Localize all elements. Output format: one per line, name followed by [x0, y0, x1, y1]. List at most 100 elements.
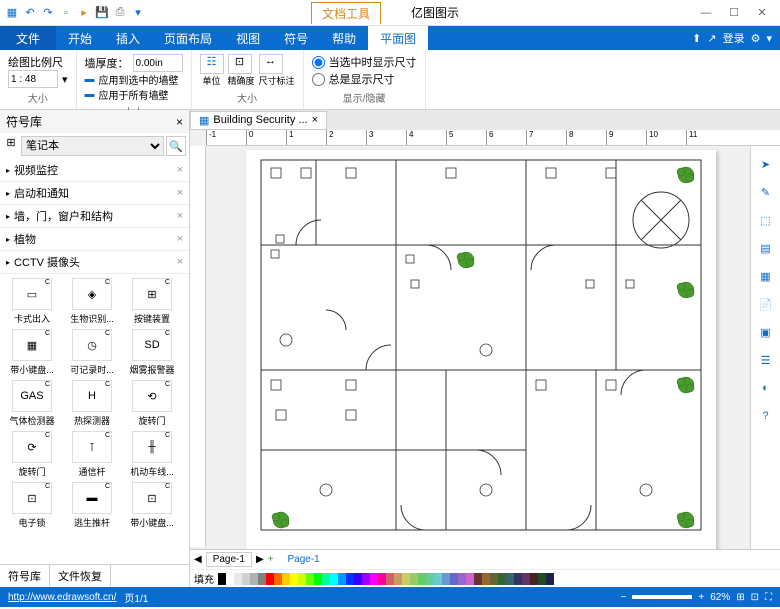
color-swatch[interactable]	[346, 573, 354, 585]
show-sel-radio[interactable]	[312, 56, 325, 69]
undo-icon[interactable]: ↶	[22, 5, 38, 21]
expand-icon[interactable]: ⊞	[3, 136, 19, 156]
color-swatch[interactable]	[538, 573, 546, 585]
scale-input[interactable]	[8, 70, 58, 88]
shape-item[interactable]: ⊺C通信杆	[64, 431, 120, 478]
help-icon[interactable]: ▾	[766, 32, 772, 45]
color-swatch[interactable]	[338, 573, 346, 585]
color-swatch[interactable]	[314, 573, 322, 585]
category-item[interactable]: ▸启动和通知×	[0, 182, 189, 205]
menu-view[interactable]: 视图	[224, 26, 272, 50]
category-item[interactable]: ▸视频监控×	[0, 159, 189, 182]
color-swatch[interactable]	[362, 573, 370, 585]
color-swatch[interactable]	[466, 573, 474, 585]
color-swatch[interactable]	[490, 573, 498, 585]
minimize-icon[interactable]: —	[696, 5, 716, 21]
shape-item[interactable]: ╫C机动车线...	[124, 431, 180, 478]
color-swatch[interactable]	[498, 573, 506, 585]
color-swatch[interactable]	[394, 573, 402, 585]
help2-icon[interactable]: ?	[756, 406, 776, 426]
page-prev-icon[interactable]: ◀	[194, 554, 202, 565]
grid-icon[interactable]: ▦	[756, 266, 776, 286]
zoom-in-icon[interactable]: +	[698, 592, 704, 603]
menu-help[interactable]: 帮助	[320, 26, 368, 50]
close-icon[interactable]: ✕	[752, 5, 772, 21]
color-swatch[interactable]	[458, 573, 466, 585]
category-item[interactable]: ▸墙，门，窗户和结构×	[0, 205, 189, 228]
color-swatch[interactable]	[370, 573, 378, 585]
shape-item[interactable]: GASC气体检测器	[4, 380, 60, 427]
color-swatch[interactable]	[218, 573, 226, 585]
sidebar-tab-lib[interactable]: 符号库	[0, 565, 50, 587]
sidebar-dropdown[interactable]: 笔记本	[21, 136, 164, 156]
shape-item[interactable]: ▭C卡式出入	[4, 278, 60, 325]
color-swatch[interactable]	[410, 573, 418, 585]
layers-icon[interactable]: ☰	[756, 350, 776, 370]
color-swatch[interactable]	[290, 573, 298, 585]
search-icon[interactable]: 🔍	[166, 136, 186, 156]
zoom-out-icon[interactable]: −	[621, 592, 627, 603]
wall-thick-input[interactable]	[133, 54, 183, 72]
category-item[interactable]: ▸CCTV 摄像头×	[0, 251, 189, 274]
redo-icon[interactable]: ↷	[40, 5, 56, 21]
precision-btn[interactable]: 精确度	[228, 76, 255, 86]
view-icon[interactable]: ⊞	[736, 592, 744, 603]
shape-item[interactable]: ⊡C带小键盘...	[124, 482, 180, 529]
shape-item[interactable]: ⊞C按键装置	[124, 278, 180, 325]
color-swatch[interactable]	[378, 573, 386, 585]
color-swatch[interactable]	[330, 573, 338, 585]
shape-item[interactable]: SDC烟雾报警器	[124, 329, 180, 376]
color-swatch[interactable]	[530, 573, 538, 585]
save-icon[interactable]: 💾	[94, 5, 110, 21]
shape-item[interactable]: ▦C带小键盘...	[4, 329, 60, 376]
shape-item[interactable]: ⟳C旋转门	[4, 431, 60, 478]
arrow-icon[interactable]: ➤	[756, 154, 776, 174]
canvas-page[interactable]	[246, 150, 716, 549]
format-icon[interactable]: ⬚	[756, 210, 776, 230]
color-swatch[interactable]	[234, 573, 242, 585]
color-swatch[interactable]	[322, 573, 330, 585]
new-icon[interactable]: ▫	[58, 5, 74, 21]
fullscreen-icon[interactable]: ⛶	[765, 592, 772, 603]
color-swatch[interactable]	[226, 573, 234, 585]
color-swatch[interactable]	[434, 573, 442, 585]
color-swatch[interactable]	[298, 573, 306, 585]
color-swatch[interactable]	[258, 573, 266, 585]
more-icon[interactable]: ▾	[130, 5, 146, 21]
wall-apply-sel[interactable]: 应用到选中的墙壁	[99, 72, 179, 87]
menu-symbol[interactable]: 符号	[272, 26, 320, 50]
color-swatch[interactable]	[266, 573, 274, 585]
tab-close-icon[interactable]: ×	[312, 114, 318, 126]
color-swatch[interactable]	[354, 573, 362, 585]
scale-spinner[interactable]: ▾	[62, 73, 68, 86]
zoom-slider[interactable]	[632, 595, 692, 599]
category-item[interactable]: ▸植物×	[0, 228, 189, 251]
wall-apply-all[interactable]: 应用于所有墙壁	[99, 87, 169, 102]
page-add-icon[interactable]: +	[268, 554, 274, 565]
color-swatch[interactable]	[514, 573, 522, 585]
login-link[interactable]: 登录	[723, 30, 745, 46]
share-icon[interactable]: ↗	[707, 32, 716, 45]
menu-layout[interactable]: 页面布局	[152, 26, 224, 50]
export-icon[interactable]: ⬆	[692, 32, 701, 45]
color-swatch[interactable]	[426, 573, 434, 585]
menu-plan[interactable]: 平面图	[368, 26, 428, 50]
page-tab[interactable]: Page-1	[206, 552, 252, 567]
fit-icon[interactable]: ⊡	[751, 592, 759, 603]
color-swatch[interactable]	[506, 573, 514, 585]
menu-file[interactable]: 文件	[0, 26, 56, 50]
color-swatch[interactable]	[242, 573, 250, 585]
theme-icon[interactable]: ◐	[756, 378, 776, 398]
shape-item[interactable]: HC热探测器	[64, 380, 120, 427]
color-swatch[interactable]	[546, 573, 554, 585]
pencil-icon[interactable]: ✎	[756, 182, 776, 202]
color-swatch[interactable]	[474, 573, 482, 585]
settings-icon[interactable]: ⚙	[751, 32, 761, 45]
color-swatch[interactable]	[522, 573, 530, 585]
open-icon[interactable]: ▸	[76, 5, 92, 21]
shape-item[interactable]: ⟲C旋转门	[124, 380, 180, 427]
sidebar-close-icon[interactable]: ×	[176, 115, 183, 129]
color-swatch[interactable]	[402, 573, 410, 585]
maximize-icon[interactable]: ☐	[724, 5, 744, 21]
color-swatch[interactable]	[482, 573, 490, 585]
